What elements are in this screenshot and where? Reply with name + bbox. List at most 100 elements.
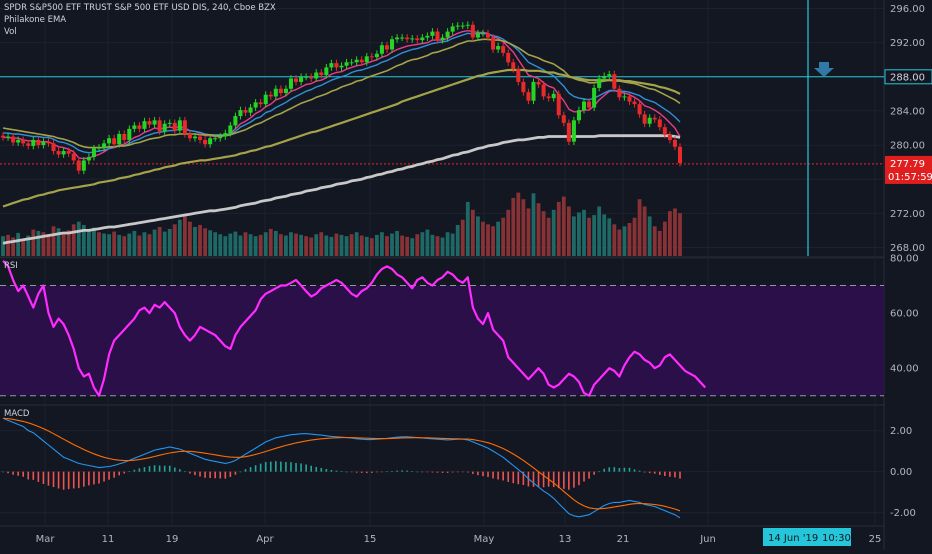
macd-histogram-bar	[360, 471, 363, 473]
volume-bar	[380, 232, 384, 256]
volume-bar	[117, 234, 122, 256]
price-tick-label: 280.00	[890, 141, 925, 152]
volume-bar	[607, 218, 612, 256]
candle-body	[0, 135, 6, 138]
macd-tick-label: 2.00	[890, 426, 912, 437]
candle-body	[137, 125, 142, 129]
volume-bar	[385, 236, 389, 256]
macd-histogram-bar	[487, 471, 489, 477]
candle	[26, 139, 31, 150]
rsi-tick-label: 40.00	[890, 364, 919, 375]
volume-bar	[238, 235, 243, 256]
macd-histogram-bar	[22, 471, 25, 477]
candle	[304, 73, 309, 81]
candle	[657, 116, 662, 131]
candle	[496, 42, 501, 53]
volume-bar	[198, 224, 202, 256]
volume-bar	[66, 230, 71, 256]
candle-body	[667, 134, 672, 140]
volume-bar	[273, 230, 278, 256]
volume-bar	[263, 232, 268, 256]
volume-bar	[501, 217, 506, 256]
candle-body	[182, 120, 187, 134]
candle	[617, 85, 622, 101]
macd-histogram-bar	[467, 471, 469, 473]
macd-histogram-bar	[355, 471, 358, 473]
volume-bar	[253, 236, 258, 256]
macd-histogram-bar	[199, 471, 201, 477]
candle	[253, 98, 258, 111]
candle-body	[142, 121, 147, 129]
candle-body	[61, 151, 66, 155]
macd-histogram-bar	[461, 471, 464, 473]
time-tick-label: Mar	[36, 534, 56, 545]
candle-body	[263, 94, 268, 105]
candle	[127, 125, 132, 144]
candle-body	[440, 37, 445, 41]
volume-bar	[16, 232, 21, 256]
candle-body	[187, 133, 192, 139]
macd-pane-label[interactable]: MACD	[4, 409, 30, 419]
candle	[334, 59, 339, 71]
volume-bar	[460, 219, 465, 256]
level-line-tag	[884, 69, 932, 85]
volume-bar	[673, 208, 677, 256]
macd-tick-label: 0.00	[890, 467, 912, 478]
macd-histogram-bar	[234, 471, 237, 475]
volume-bar	[617, 229, 622, 256]
volume-indicator-label[interactable]: Vol	[4, 27, 17, 37]
chart-title: SPDR S&P500 ETF TRUST S&P 500 ETF USD DI…	[4, 3, 276, 13]
volume-bar	[97, 232, 101, 256]
candle	[152, 116, 157, 128]
candle-body	[41, 141, 46, 146]
candle	[405, 34, 410, 43]
candle-body	[677, 146, 683, 163]
volume-bar	[208, 230, 213, 256]
candle	[395, 34, 400, 43]
candle	[198, 133, 203, 144]
macd-histogram-bar	[158, 465, 161, 472]
time-tick-label: 13	[559, 534, 572, 545]
macd-histogram-bar	[552, 471, 555, 488]
volume-bar	[359, 235, 364, 256]
candle	[480, 29, 485, 37]
volume-bar	[420, 232, 425, 256]
candle-body	[647, 117, 652, 124]
candle	[627, 93, 632, 105]
rsi-pane-label[interactable]: RSI	[4, 261, 18, 271]
volume-bar	[339, 234, 344, 256]
candle-body	[172, 122, 177, 131]
macd-histogram-bar	[542, 471, 545, 488]
macd-histogram-bar	[588, 471, 590, 479]
candle	[223, 129, 228, 140]
volume-bar	[627, 223, 632, 256]
candle	[369, 52, 374, 61]
volume-bar	[491, 226, 495, 256]
macd-histogram-bar	[168, 465, 171, 472]
macd-histogram-bar	[194, 471, 196, 476]
volume-bar	[526, 208, 531, 256]
candle	[299, 73, 304, 86]
candle-body	[531, 81, 536, 101]
candle	[561, 111, 566, 127]
candle	[556, 90, 561, 119]
candle-body	[359, 59, 364, 63]
candle-body	[112, 138, 117, 145]
candle-body	[571, 120, 576, 142]
candle-body	[294, 78, 299, 82]
candle-body	[233, 116, 238, 126]
candle	[182, 116, 187, 138]
candle-body	[107, 138, 112, 144]
candle-body	[243, 110, 248, 113]
volume-bar	[92, 227, 96, 256]
volume-bar	[112, 231, 117, 256]
ema-indicator-label[interactable]: Philakone EMA	[4, 15, 67, 25]
candle	[450, 23, 455, 35]
volume-bar	[334, 233, 339, 256]
candle	[147, 117, 152, 128]
volume-bar	[248, 234, 253, 256]
candle	[511, 58, 516, 73]
candle-body	[46, 141, 51, 144]
